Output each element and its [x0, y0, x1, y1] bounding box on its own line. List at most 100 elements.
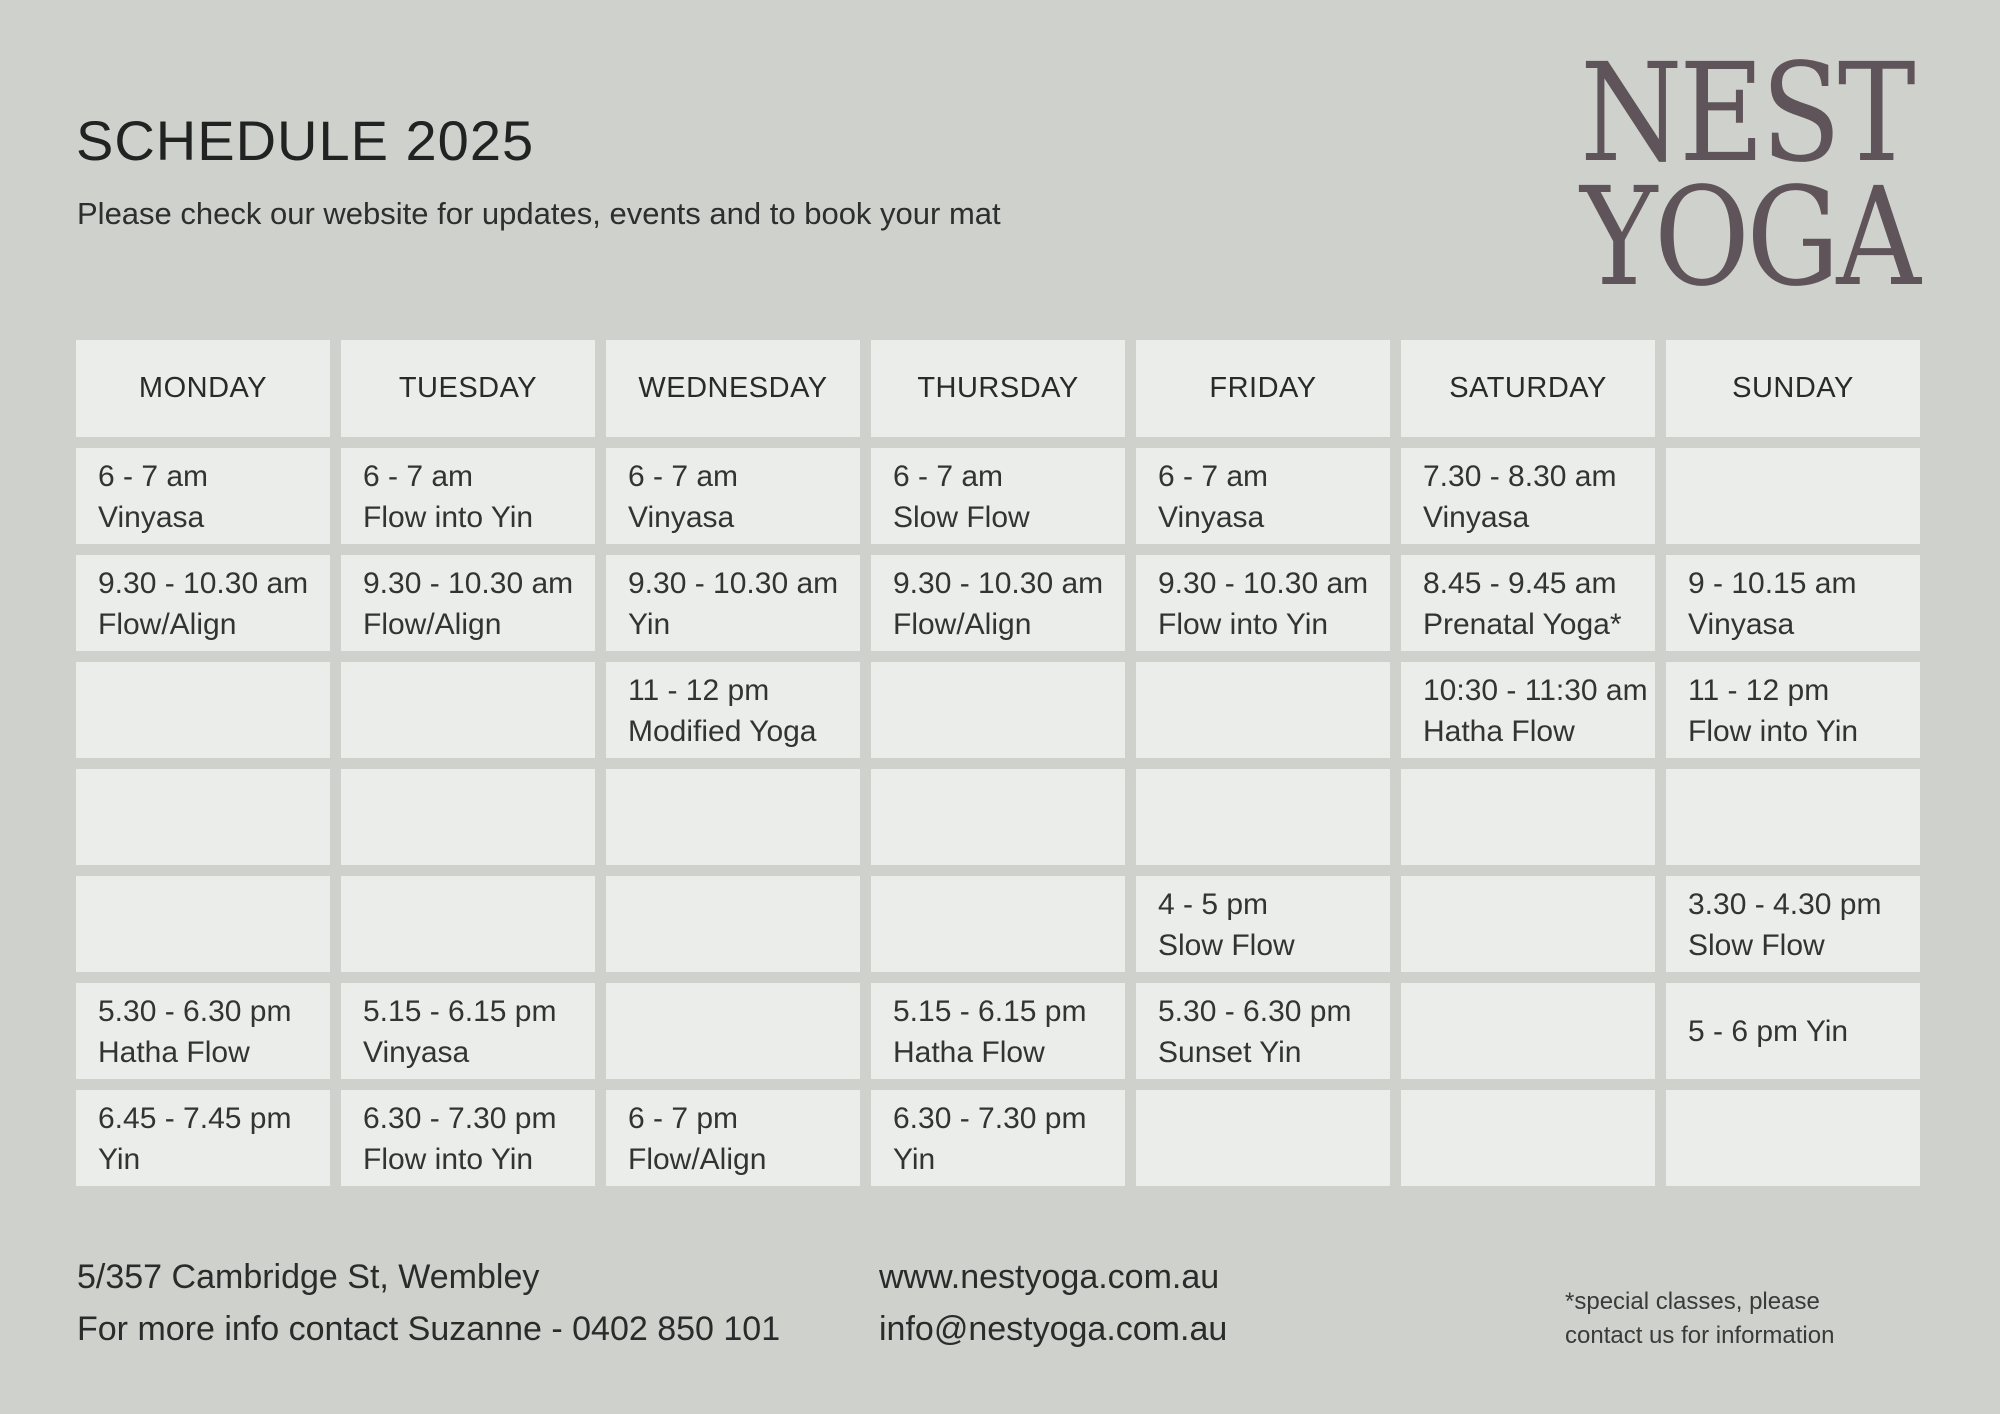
class-name: Vinyasa [98, 501, 205, 534]
empty-slot [1666, 769, 1920, 865]
class-time: 7.30 - 8.30 am [1423, 460, 1617, 493]
class-slot: 6 - 7 am Slow Flow [871, 448, 1125, 544]
class-time: 5.30 - 6.30 pm [98, 995, 292, 1028]
class-name: Yin [893, 1143, 936, 1176]
class-time: 9.30 - 10.30 am [893, 567, 1104, 600]
class-time: 6 - 7 pm [628, 1102, 739, 1135]
class-slot: 6 - 7 am Flow into Yin [341, 448, 595, 544]
class-time: 5.15 - 6.15 pm [893, 995, 1087, 1028]
class-time: 9 - 10.15 am [1688, 567, 1857, 600]
class-slot: 9 - 10.15 am Vinyasa [1666, 555, 1920, 651]
class-time: 5 - 6 pm Yin [1688, 1014, 1849, 1048]
empty-slot [1401, 1090, 1655, 1186]
class-slot: 8.45 - 9.45 am Prenatal Yoga* [1401, 555, 1655, 651]
class-name: Flow/Align [363, 608, 502, 641]
class-slot: 9.30 - 10.30 am Yin [606, 555, 860, 651]
class-time: 6 - 7 am [893, 460, 1004, 493]
class-slot: 5 - 6 pm Yin [1666, 983, 1920, 1079]
class-time: 11 - 12 pm [628, 674, 770, 707]
day-header-monday: MONDAY [76, 340, 330, 437]
page-subtitle: Please check our website for updates, ev… [77, 196, 1001, 231]
website-link[interactable]: www.nestyoga.com.au [879, 1258, 1220, 1296]
class-slot: 6 - 7 am Vinyasa [1136, 448, 1390, 544]
class-name: Hatha Flow [1423, 715, 1575, 748]
class-slot: 9.30 - 10.30 am Flow/Align [76, 555, 330, 651]
class-slot: 5.15 - 6.15 pm Hatha Flow [871, 983, 1125, 1079]
class-name: Hatha Flow [893, 1036, 1045, 1069]
class-slot: 10:30 - 11:30 am Hatha Flow [1401, 662, 1655, 758]
class-time: 6.45 - 7.45 pm [98, 1102, 292, 1135]
nest-yoga-logo: NEST YOGA [1555, 35, 1921, 317]
class-name: Flow into Yin [1688, 715, 1859, 748]
class-slot: 5.30 - 6.30 pm Sunset Yin [1136, 983, 1390, 1079]
logo-line-1: NEST [1580, 35, 1916, 193]
class-time: 6.30 - 7.30 pm [893, 1102, 1087, 1135]
empty-slot [341, 662, 595, 758]
empty-slot [1136, 1090, 1390, 1186]
class-name: Modified Yoga [628, 715, 817, 748]
class-time: 6 - 7 am [363, 460, 474, 493]
class-name: Slow Flow [1158, 929, 1295, 962]
empty-slot [341, 769, 595, 865]
class-slot: 6.30 - 7.30 pm Yin [871, 1090, 1125, 1186]
class-slot: 11 - 12 pm Modified Yoga [606, 662, 860, 758]
empty-slot [606, 876, 860, 972]
class-time: 9.30 - 10.30 am [98, 567, 309, 600]
empty-slot [606, 983, 860, 1079]
class-time: 9.30 - 10.30 am [628, 567, 839, 600]
empty-slot [871, 662, 1125, 758]
empty-slot [871, 769, 1125, 865]
class-name: Vinyasa [628, 501, 735, 534]
note-line-1: *special classes, please [1565, 1288, 1820, 1315]
class-name: Flow/Align [893, 608, 1032, 641]
day-header-tuesday: TUESDAY [341, 340, 595, 437]
special-classes-note: *special classes, please contact us for … [1565, 1285, 1834, 1353]
class-slot: 11 - 12 pm Flow into Yin [1666, 662, 1920, 758]
day-header-thursday: THURSDAY [871, 340, 1125, 437]
class-time: 11 - 12 pm [1688, 674, 1830, 707]
class-time: 9.30 - 10.30 am [1158, 567, 1369, 600]
class-time: 4 - 5 pm [1158, 888, 1269, 921]
class-name: Flow/Align [628, 1143, 767, 1176]
class-slot: 9.30 - 10.30 am Flow/Align [341, 555, 595, 651]
class-time: 6 - 7 am [98, 460, 209, 493]
class-name: Flow into Yin [363, 1143, 534, 1176]
class-name: Flow/Align [98, 608, 237, 641]
class-name: Vinyasa [1158, 501, 1265, 534]
class-name: Slow Flow [1688, 929, 1825, 962]
empty-slot [871, 876, 1125, 972]
class-name: Vinyasa [1423, 501, 1530, 534]
empty-slot [76, 662, 330, 758]
email-link[interactable]: info@nestyoga.com.au [879, 1310, 1228, 1348]
class-time: 6 - 7 am [628, 460, 739, 493]
footer-address-block: 5/357 Cambridge St, Wembley For more inf… [77, 1251, 780, 1355]
class-name: Flow into Yin [1158, 608, 1329, 641]
footer-web-block: www.nestyoga.com.au info@nestyoga.com.au [879, 1251, 1227, 1355]
class-slot: 3.30 - 4.30 pm Slow Flow [1666, 876, 1920, 972]
logo-line-2: YOGA [1580, 159, 1921, 317]
class-slot: 6 - 7 am Vinyasa [76, 448, 330, 544]
empty-slot [76, 876, 330, 972]
class-slot: 5.30 - 6.30 pm Hatha Flow [76, 983, 330, 1079]
day-header-wednesday: WEDNESDAY [606, 340, 860, 437]
class-slot: 6 - 7 pm Flow/Align [606, 1090, 860, 1186]
class-time: 9.30 - 10.30 am [363, 567, 574, 600]
class-slot: 6.45 - 7.45 pm Yin [76, 1090, 330, 1186]
empty-slot [1401, 876, 1655, 972]
class-name: Sunset Yin [1158, 1036, 1302, 1069]
class-name: Flow into Yin [363, 501, 534, 534]
class-time: 5.30 - 6.30 pm [1158, 995, 1352, 1028]
empty-slot [1136, 769, 1390, 865]
empty-slot [1401, 983, 1655, 1079]
class-slot: 5.15 - 6.15 pm Vinyasa [341, 983, 595, 1079]
class-time: 10:30 - 11:30 am [1423, 674, 1648, 707]
empty-slot [76, 769, 330, 865]
contact-info: For more info contact Suzanne - 0402 850… [77, 1310, 781, 1348]
class-slot: 9.30 - 10.30 am Flow into Yin [1136, 555, 1390, 651]
class-slot: 4 - 5 pm Slow Flow [1136, 876, 1390, 972]
class-name: Prenatal Yoga* [1423, 608, 1622, 641]
class-slot: 9.30 - 10.30 am Flow/Align [871, 555, 1125, 651]
schedule-grid: MONDAY 6 - 7 am Vinyasa 9.30 - 10.30 am Flow… [76, 340, 1920, 1186]
day-header-friday: FRIDAY [1136, 340, 1390, 437]
address: 5/357 Cambridge St, Wembley [77, 1258, 540, 1296]
